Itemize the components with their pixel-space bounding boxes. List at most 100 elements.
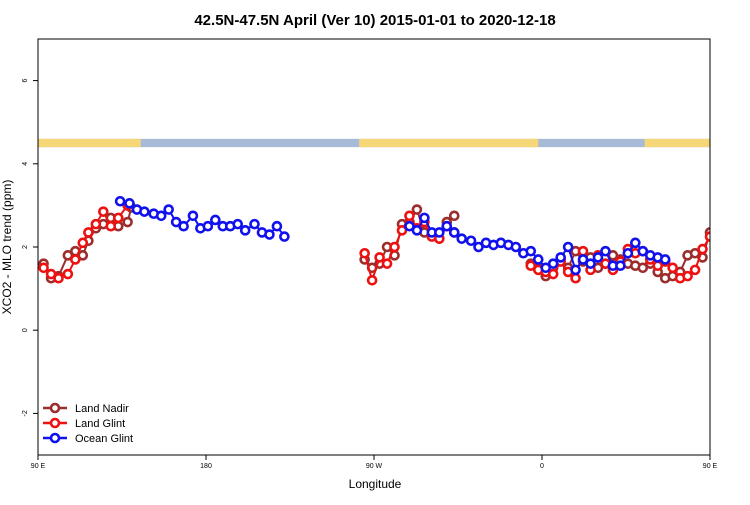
data-point	[745, 208, 750, 216]
data-point	[187, 210, 199, 222]
data-point	[62, 268, 74, 280]
data-point	[562, 241, 574, 253]
data-point	[713, 231, 721, 239]
data-point	[202, 220, 214, 232]
data-point	[419, 212, 430, 224]
legend-marker	[49, 402, 61, 414]
x-tick-label: 90 W	[366, 463, 383, 470]
y-tick-label: 0	[22, 328, 29, 332]
data-point	[448, 227, 460, 238]
data-point	[239, 225, 251, 236]
legend-label: Ocean Glint	[75, 433, 133, 445]
land-band-segment	[38, 138, 141, 148]
data-point	[577, 254, 589, 265]
data-point	[170, 216, 182, 228]
series-ocean-glint	[114, 195, 750, 276]
data-point	[721, 210, 729, 218]
data-point	[667, 262, 678, 274]
data-point	[456, 233, 468, 244]
data-point	[510, 241, 522, 253]
data-point	[404, 220, 415, 232]
data-point	[547, 258, 559, 269]
data-point	[607, 250, 619, 261]
data-point	[411, 204, 423, 215]
data-point	[83, 227, 94, 238]
data-point	[525, 260, 537, 272]
data-point	[114, 195, 126, 207]
legend-item: Land Nadir	[43, 402, 129, 415]
data-point	[381, 258, 393, 269]
data-point	[585, 258, 596, 269]
x-tick-label: 0	[540, 463, 544, 470]
series-line	[727, 201, 750, 226]
x-axis: 90 E 180 90 W 0 90 E	[31, 455, 718, 470]
data-point	[465, 235, 477, 247]
data-point	[374, 252, 385, 263]
y-tick-label: 4	[22, 162, 29, 166]
data-point	[271, 220, 283, 232]
data-point	[38, 262, 49, 274]
data-point	[404, 210, 415, 222]
data-point	[600, 245, 611, 257]
data-point	[264, 229, 275, 240]
data-point	[637, 262, 649, 274]
data-point	[622, 247, 634, 259]
legend-label: Land Glint	[75, 418, 125, 430]
x-tick-label: 180	[200, 463, 212, 470]
data-point	[448, 210, 460, 222]
data-point	[713, 224, 721, 232]
data-point	[730, 199, 738, 207]
data-point	[396, 225, 408, 236]
y-tick-label: -2	[22, 410, 29, 416]
data-point	[139, 206, 150, 217]
y-axis: -2 0 2 4 6	[22, 79, 38, 417]
data-point	[697, 243, 708, 255]
data-point	[540, 262, 552, 274]
legend-item: Land Glint	[43, 417, 125, 430]
data-point	[577, 245, 589, 257]
data-point	[178, 220, 189, 232]
data-point	[738, 206, 746, 214]
x-tick-label: 90 E	[703, 463, 718, 470]
data-point	[389, 241, 400, 253]
data-point	[704, 231, 710, 242]
data-point	[122, 216, 133, 228]
data-point	[736, 218, 744, 226]
y-tick-label: 6	[22, 79, 29, 83]
data-point	[62, 250, 74, 261]
y-axis-label: XCO2 - MLO trend (ppm)	[0, 180, 14, 315]
data-point	[525, 245, 537, 257]
data-point	[570, 272, 581, 284]
data-point	[105, 220, 117, 232]
land-ocean-band	[38, 138, 710, 148]
data-point	[124, 198, 135, 209]
data-point	[279, 231, 290, 242]
data-point	[249, 218, 260, 230]
data-point	[570, 264, 581, 276]
data-point	[366, 274, 378, 286]
data-point	[721, 222, 729, 230]
legend-label: Land Nadir	[75, 403, 129, 415]
data-point	[689, 264, 701, 276]
data-point	[555, 252, 566, 263]
legend: Land Nadir Land Glint Ocean Glint	[43, 402, 133, 445]
series-layer	[38, 195, 750, 286]
land-band-segment	[359, 138, 539, 148]
data-point	[53, 272, 64, 284]
data-point	[77, 250, 89, 261]
data-point	[473, 241, 484, 253]
data-point	[728, 214, 736, 222]
data-point	[441, 220, 453, 232]
data-point	[434, 227, 445, 238]
data-point	[411, 225, 423, 236]
data-point	[98, 206, 109, 217]
data-point	[630, 237, 641, 249]
data-point	[615, 260, 626, 272]
data-point	[232, 218, 244, 230]
data-point	[155, 210, 167, 222]
legend-marker	[49, 432, 61, 444]
data-point	[77, 237, 89, 249]
data-point	[112, 212, 124, 224]
